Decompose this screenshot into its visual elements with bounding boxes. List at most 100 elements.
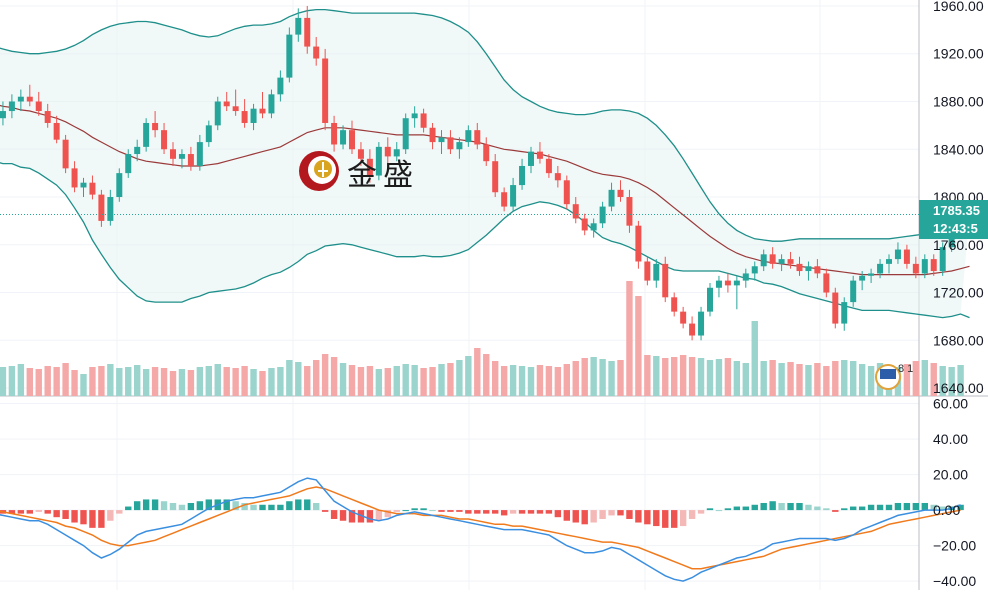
candle [250,103,257,131]
volume-bar [357,367,365,396]
volume-bar [223,367,230,396]
candle [277,70,284,102]
macd-panel [0,477,964,582]
macd-histogram-bar [930,504,937,511]
candle-body [751,266,758,274]
candle-body [241,111,248,123]
volume-bar [142,369,150,396]
candle-body [62,139,69,169]
volume-bar [787,362,794,396]
price-tick-label: 1960.00 [933,0,984,14]
macd-histogram-bar [232,501,239,511]
candle-body [778,259,785,264]
candle [143,118,150,152]
macd-histogram-bar [411,508,418,511]
candle [823,268,830,298]
candle [223,91,230,112]
macd-histogram-bar [35,510,42,512]
macd-histogram-bar [778,502,785,511]
jinsheng-logo-icon [299,151,339,191]
candle-body [223,101,230,107]
candle [295,8,302,42]
candle [349,120,355,155]
macd-histogram-bar [375,510,383,521]
macd-histogram-bar [500,510,508,516]
candle-body [501,192,508,207]
volume-bar [196,367,204,396]
candle-body [921,259,928,274]
candle-body [519,165,526,186]
macd-histogram-bar [187,502,195,511]
volume-bar [841,360,848,396]
macd-histogram-bar [635,510,642,523]
macd-histogram-bar [885,504,893,511]
macd-histogram-bar [581,510,588,525]
candle-body [465,130,472,143]
candle-body [44,111,51,123]
macd-histogram-bar [8,510,16,514]
macd-histogram-bar [644,510,651,525]
macd-histogram-bar [518,510,526,514]
macd-histogram-bar [599,510,606,519]
candle [393,142,400,162]
macd-histogram-bar [357,510,365,523]
lower-band-line [0,162,970,319]
candle-body [429,127,436,143]
macd-histogram-bar [402,510,409,512]
volume-bar [760,361,767,396]
candle [402,113,409,155]
volume-bar [850,361,857,396]
macd-histogram-bar [277,504,284,511]
macd-histogram-bar [867,504,875,511]
volume-bar [393,366,400,396]
candle [438,130,445,155]
candle [536,142,543,164]
candle-body [438,137,445,143]
candle-body [143,122,150,147]
candle [17,89,24,112]
candle [698,306,705,341]
candle-body [689,323,696,336]
candle-body [357,149,364,159]
last-price-value: 1785.35 [933,203,980,218]
macd-histogram-bar [116,510,123,514]
volume-bar [187,370,195,396]
macd-histogram-bar [465,510,472,514]
macd-histogram-bar [688,510,696,519]
candle [894,242,901,264]
candle-body [742,273,749,281]
candle [877,259,884,279]
candle-body [536,151,543,159]
volume-bar [214,364,221,396]
candle-body [662,263,669,298]
volume-bar [474,348,481,396]
candle-body [626,197,633,226]
macd-histogram-bar [268,504,275,511]
volume-bar [751,321,758,396]
volume-bar [411,365,418,396]
volume-bar [742,363,749,396]
candle-body [53,122,60,140]
macd-line [0,477,961,582]
candle-body [769,254,776,264]
candle-body [71,168,78,188]
candle [563,175,570,209]
macd-tick-label: −40.00 [933,573,976,589]
candle [187,146,194,171]
volume-bar [706,360,714,396]
macd-tick-label: 20.00 [933,467,968,483]
macd-tick-label: −20.00 [933,538,976,554]
volume-bar [617,360,624,396]
candle [510,177,517,212]
candle [653,259,660,288]
macd-histogram-bar [554,510,562,518]
candle [205,120,212,147]
macd-histogram-bar [313,502,320,511]
volume-bar [778,363,785,396]
macd-histogram-bar [697,510,705,514]
candle-body [214,101,221,126]
flag-canton [880,369,896,379]
candle-body [832,292,839,324]
